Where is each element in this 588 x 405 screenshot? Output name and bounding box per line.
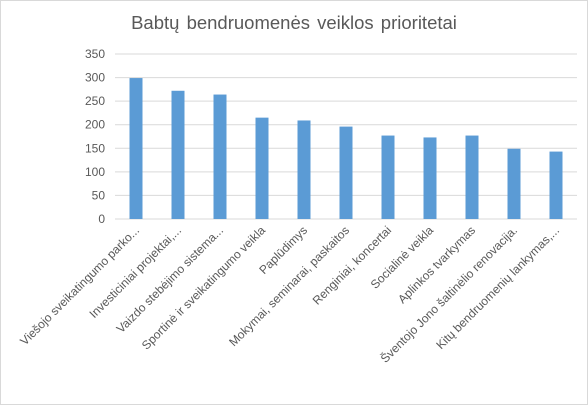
x-tick-label: Aplinkos tvarkymas xyxy=(395,223,478,306)
y-tick-label: 150 xyxy=(85,141,105,155)
bar xyxy=(171,90,185,220)
bar xyxy=(129,78,143,220)
bar xyxy=(381,135,395,219)
x-axis: Viešojo sveikatingumo parko...Investicin… xyxy=(17,223,562,366)
y-tick-label: 100 xyxy=(85,165,105,179)
bar xyxy=(507,148,521,219)
bar xyxy=(423,137,437,219)
bar xyxy=(465,135,479,219)
y-tick-label: 0 xyxy=(98,212,105,226)
bar xyxy=(339,126,353,219)
y-tick-label: 350 xyxy=(85,47,105,61)
y-tick-label: 200 xyxy=(85,118,105,132)
bar xyxy=(549,151,563,219)
y-tick-label: 50 xyxy=(92,188,106,202)
bar xyxy=(213,94,227,219)
bars xyxy=(129,78,563,220)
x-tick-label: Renginiai, koncertai xyxy=(310,223,394,307)
chart-title: Babtų bendruomenės veiklos prioritetai xyxy=(131,12,457,33)
bar xyxy=(297,120,311,219)
y-tick-label: 250 xyxy=(85,94,105,108)
y-tick-label: 300 xyxy=(85,71,105,85)
bar xyxy=(255,117,269,219)
y-axis: 0 50 100 150 200 250 300 350 xyxy=(85,47,105,226)
